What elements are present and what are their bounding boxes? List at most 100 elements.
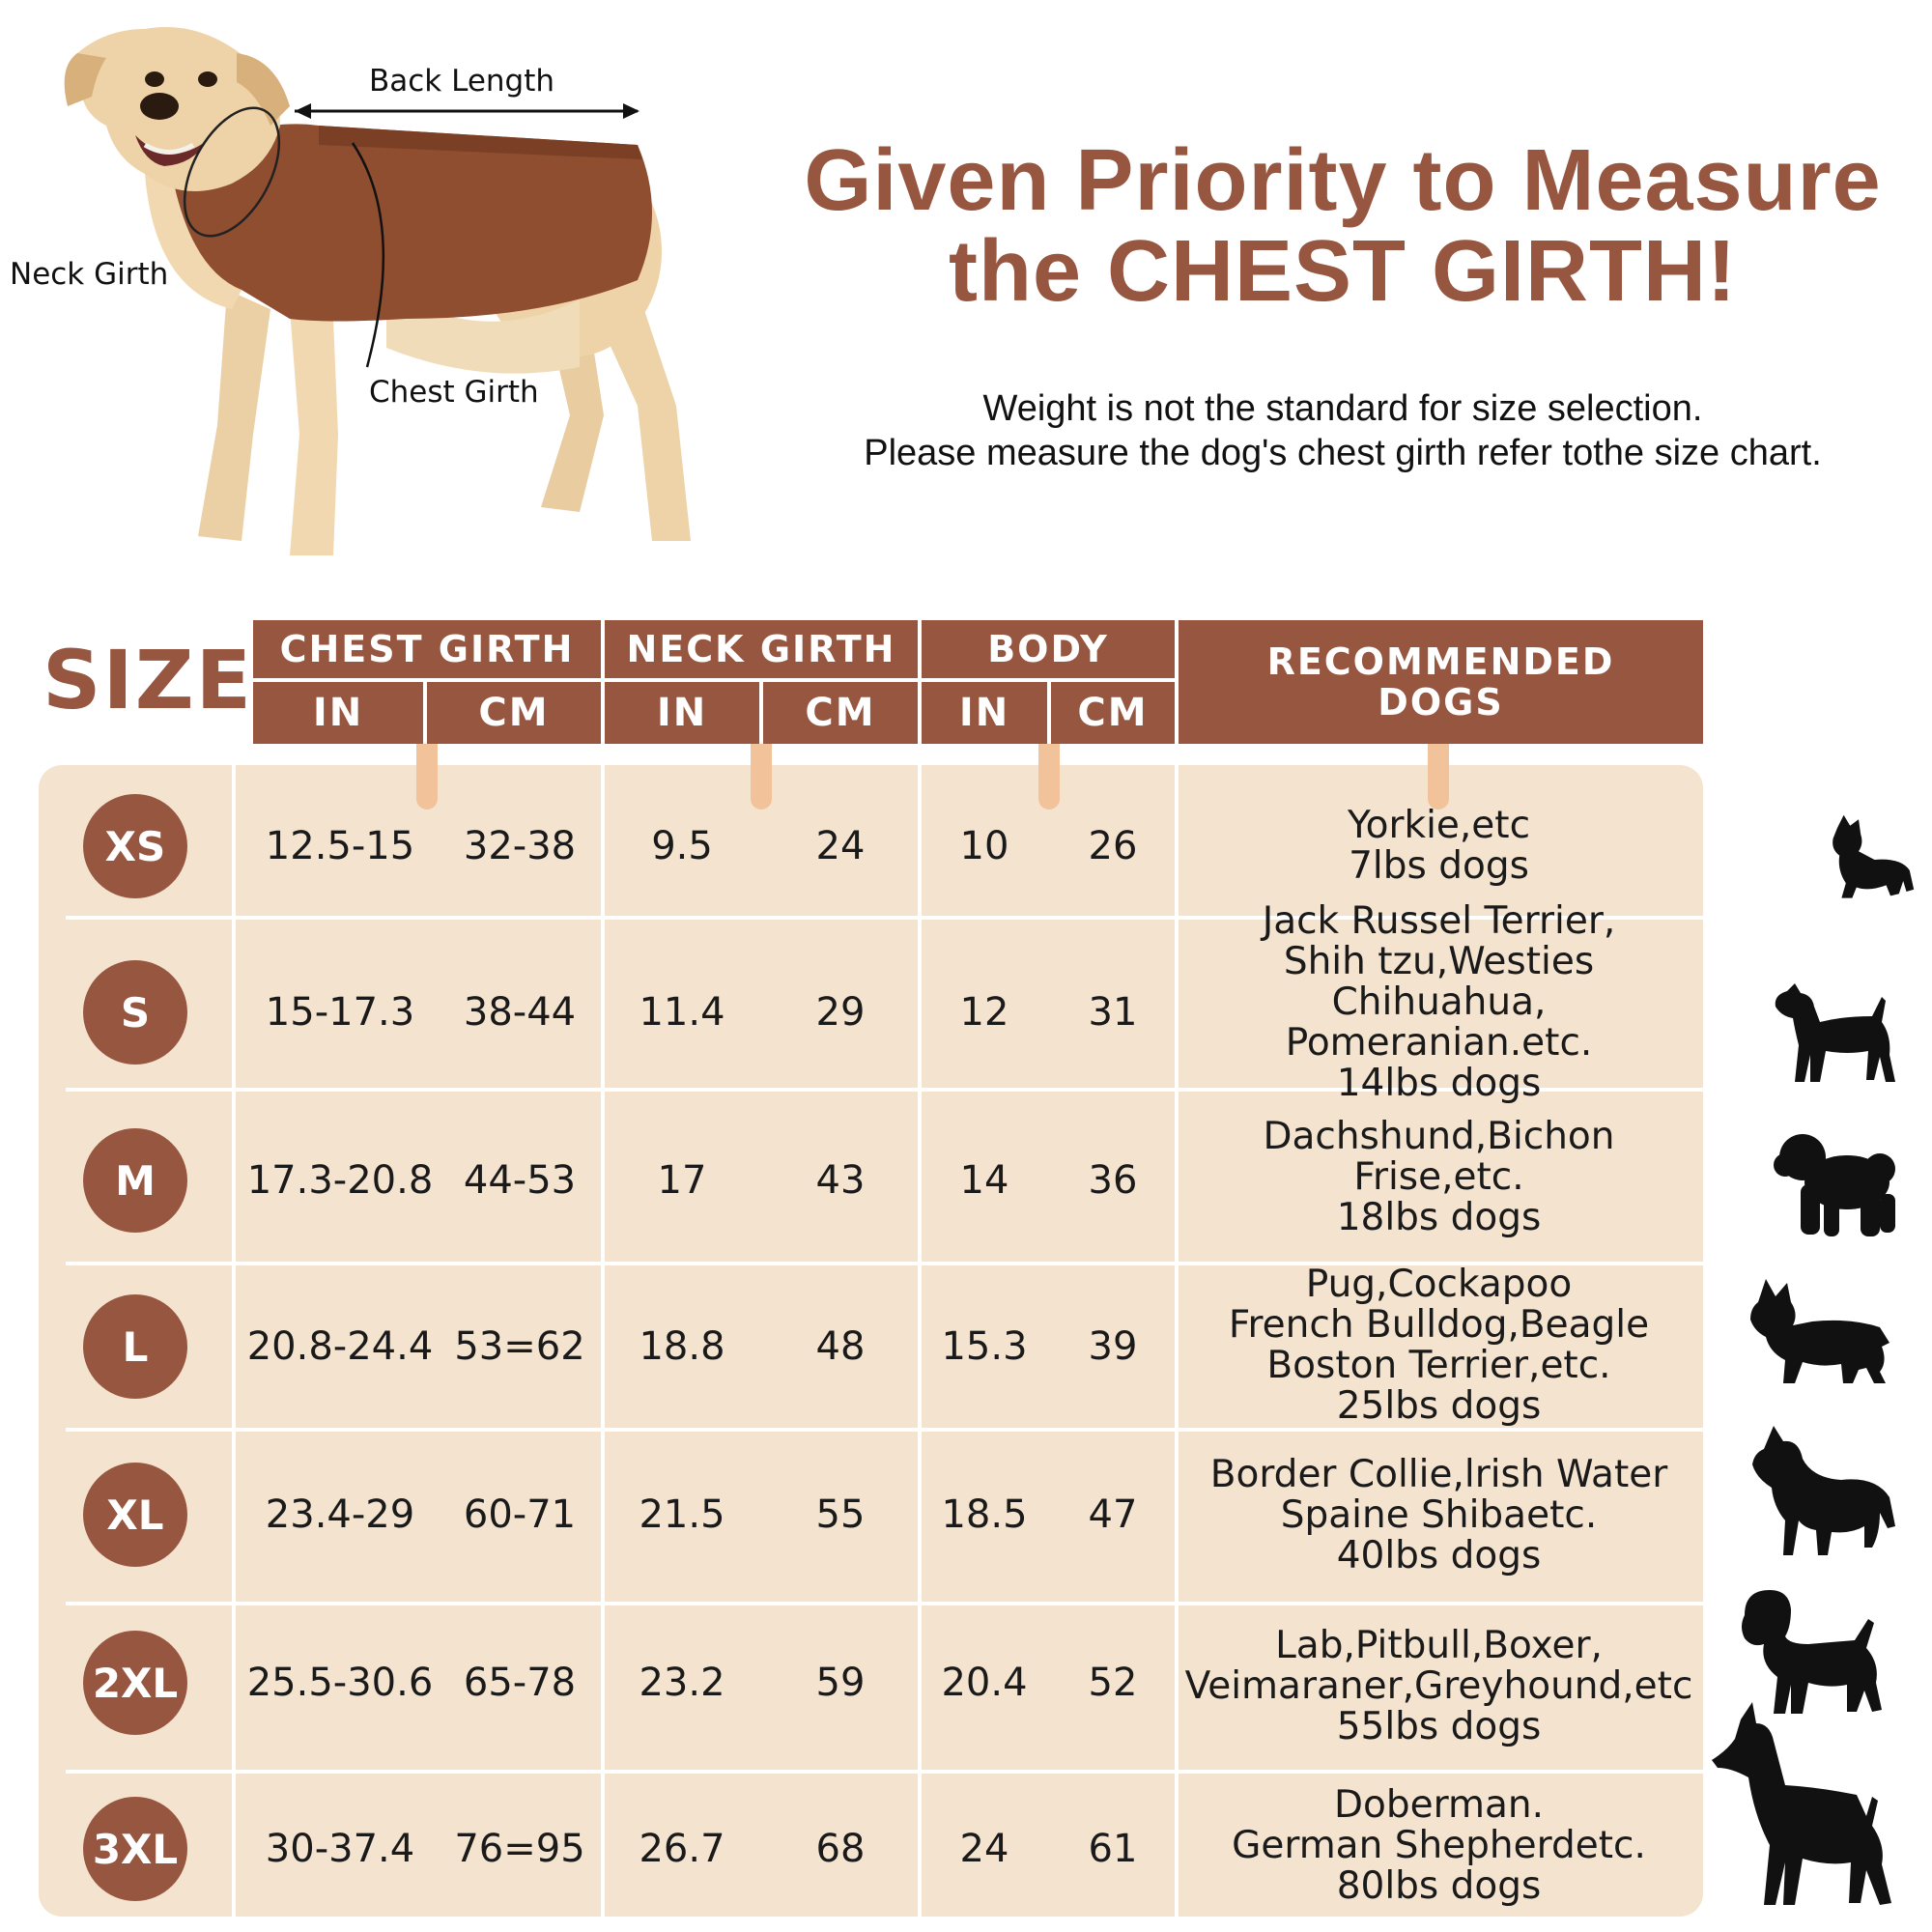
size-badge-3xl: 3XL	[83, 1797, 187, 1901]
neck-in-cell: 18.8	[639, 1324, 725, 1369]
rec-line: Border Collie,lrish Water	[1209, 1453, 1668, 1496]
recommended-dogs-cell: Lab,Pitbull,Boxer, Veimaraner,Greyhound,…	[1175, 1605, 1703, 1768]
size-badge-l: L	[83, 1294, 187, 1399]
header-chest-girth: CHEST GIRTH	[253, 620, 601, 678]
rec-line: 55lbs dogs	[1336, 1705, 1542, 1748]
rec-line: 7lbs dogs	[1349, 844, 1529, 888]
rec-line: Jack Russel Terrier,	[1262, 899, 1616, 943]
subtext-line-2: Please measure the dog's chest girth ref…	[864, 433, 1822, 473]
rec-line: 14lbs dogs	[1336, 1062, 1542, 1105]
neck-cm-cell: 43	[815, 1158, 866, 1203]
chest-in-cell: 25.5-30.6	[246, 1661, 434, 1705]
dog-photo	[64, 27, 691, 555]
size-badge-xl: XL	[83, 1463, 187, 1567]
rec-line: Pomeranian.etc.	[1285, 1021, 1593, 1065]
chest-cm-cell: 32-38	[463, 824, 577, 868]
rec-line: Dachshund,Bichon	[1263, 1115, 1615, 1158]
chest-in-cell: 15-17.3	[265, 990, 415, 1035]
body-cm-cell: 26	[1088, 824, 1138, 868]
header-tab	[1038, 744, 1060, 810]
rec-line: 18lbs dogs	[1336, 1196, 1542, 1239]
chest-cm-cell: 65-78	[463, 1661, 577, 1705]
neck-cm-cell: 68	[815, 1827, 866, 1871]
size-badge-m: M	[83, 1128, 187, 1233]
chest-cm-cell: 53=62	[454, 1324, 585, 1369]
header-tab	[751, 744, 772, 810]
rec-line: Pug,Cockapoo	[1305, 1263, 1573, 1306]
body-in-cell: 15.3	[941, 1324, 1028, 1369]
rec-line: German Shepherdetc.	[1232, 1824, 1646, 1867]
headline-line-1: Given Priority to Measure	[804, 132, 1882, 229]
body-cm-cell: 52	[1088, 1661, 1138, 1705]
size-badge-s: S	[83, 960, 187, 1065]
body-in-cell: 24	[959, 1827, 1009, 1871]
size-table-body	[39, 765, 1703, 1917]
subtext: Weight is not the standard for size sele…	[792, 386, 1893, 475]
header-neck-in: IN	[605, 682, 759, 744]
chest-cm-cell: 76=95	[454, 1827, 585, 1871]
chest-in-cell: 30-37.4	[265, 1827, 415, 1871]
rec-line: French Bulldog,Beagle	[1228, 1303, 1650, 1347]
recommended-dogs-cell: Dachshund,Bichon Frise,etc. 18lbs dogs	[1175, 1095, 1703, 1260]
body-in-cell: 18.5	[941, 1492, 1028, 1537]
rec-line: Shih tzu,Westies Chihuahua,	[1283, 940, 1595, 1024]
body-in-cell: 10	[959, 824, 1009, 868]
rec-line: 80lbs dogs	[1336, 1864, 1542, 1908]
back-length-label: Back Length	[369, 64, 555, 99]
column-divider	[232, 765, 236, 1917]
chest-girth-label: Chest Girth	[369, 375, 539, 410]
column-divider	[918, 765, 922, 1917]
chest-cm-cell: 44-53	[463, 1158, 577, 1203]
yorkie-silhouette-icon	[1833, 814, 1915, 898]
header-recommended-dogs: RECOMMENDED DOGS	[1179, 620, 1703, 744]
row-divider	[66, 1428, 1703, 1432]
headline: Given Priority to Measure the CHEST GIRT…	[753, 135, 1932, 317]
recommended-dogs-cell: Border Collie,lrish Water Spaine Shibaet…	[1175, 1434, 1703, 1598]
header-body-in: IN	[922, 682, 1047, 744]
body-cm-cell: 39	[1088, 1324, 1138, 1369]
row-divider	[66, 1262, 1703, 1265]
neck-in-cell: 17	[657, 1158, 707, 1203]
neck-in-cell: 26.7	[639, 1827, 725, 1871]
neck-in-cell: 11.4	[639, 990, 725, 1035]
column-divider	[1175, 765, 1179, 1917]
size-badge-xs: XS	[83, 794, 187, 898]
recommended-dogs-cell: Pug,Cockapoo French Bulldog,Beagle Bosto…	[1175, 1264, 1703, 1428]
body-in-cell: 14	[959, 1158, 1009, 1203]
spaniel-silhouette-icon	[1742, 1590, 1882, 1714]
rec-line: 25lbs dogs	[1336, 1384, 1542, 1428]
headline-line-2: the CHEST GIRTH!	[949, 223, 1737, 320]
header-body-cm: CM	[1051, 682, 1175, 744]
size-badge-2xl: 2XL	[83, 1631, 187, 1735]
recommended-dogs-cell: Jack Russel Terrier, Shih tzu,Westies Ch…	[1175, 901, 1703, 1104]
bichon-silhouette-icon	[1774, 1134, 1895, 1236]
neck-cm-cell: 29	[815, 990, 866, 1035]
header-tab	[416, 744, 438, 810]
header-body: BODY	[922, 620, 1175, 678]
terrier-silhouette-icon	[1775, 983, 1895, 1082]
rec-line: Boston Terrier,etc.	[1266, 1344, 1611, 1387]
neck-in-cell: 21.5	[639, 1492, 725, 1537]
neck-cm-cell: 55	[815, 1492, 866, 1537]
chest-in-cell: 17.3-20.8	[246, 1158, 434, 1203]
header-neck-girth: NECK GIRTH	[605, 620, 918, 678]
subtext-line-1: Weight is not the standard for size sele…	[982, 388, 1703, 429]
row-divider	[66, 1602, 1703, 1605]
header-tab	[1428, 744, 1449, 810]
header-neck-cm: CM	[763, 682, 918, 744]
recommended-dogs-cell: Yorkie,etc 7lbs dogs	[1175, 802, 1703, 891]
rec-line: Veimaraner,Greyhound,etc	[1184, 1664, 1693, 1708]
body-in-cell: 20.4	[941, 1661, 1028, 1705]
rec-line: Yorkie,etc	[1347, 804, 1531, 847]
neck-cm-cell: 48	[815, 1324, 866, 1369]
header-recommended-line-1: RECOMMENDED	[1266, 640, 1615, 683]
body-cm-cell: 61	[1088, 1827, 1138, 1871]
rec-line: Lab,Pitbull,Boxer,	[1275, 1624, 1603, 1667]
neck-cm-cell: 24	[815, 824, 866, 868]
header-chest-cm: CM	[427, 682, 601, 744]
body-in-cell: 12	[959, 990, 1009, 1035]
neck-girth-label: Neck Girth	[10, 257, 169, 292]
row-divider	[66, 916, 1703, 920]
collie-silhouette-icon	[1752, 1426, 1895, 1555]
header-recommended-line-2: DOGS	[1378, 681, 1504, 724]
